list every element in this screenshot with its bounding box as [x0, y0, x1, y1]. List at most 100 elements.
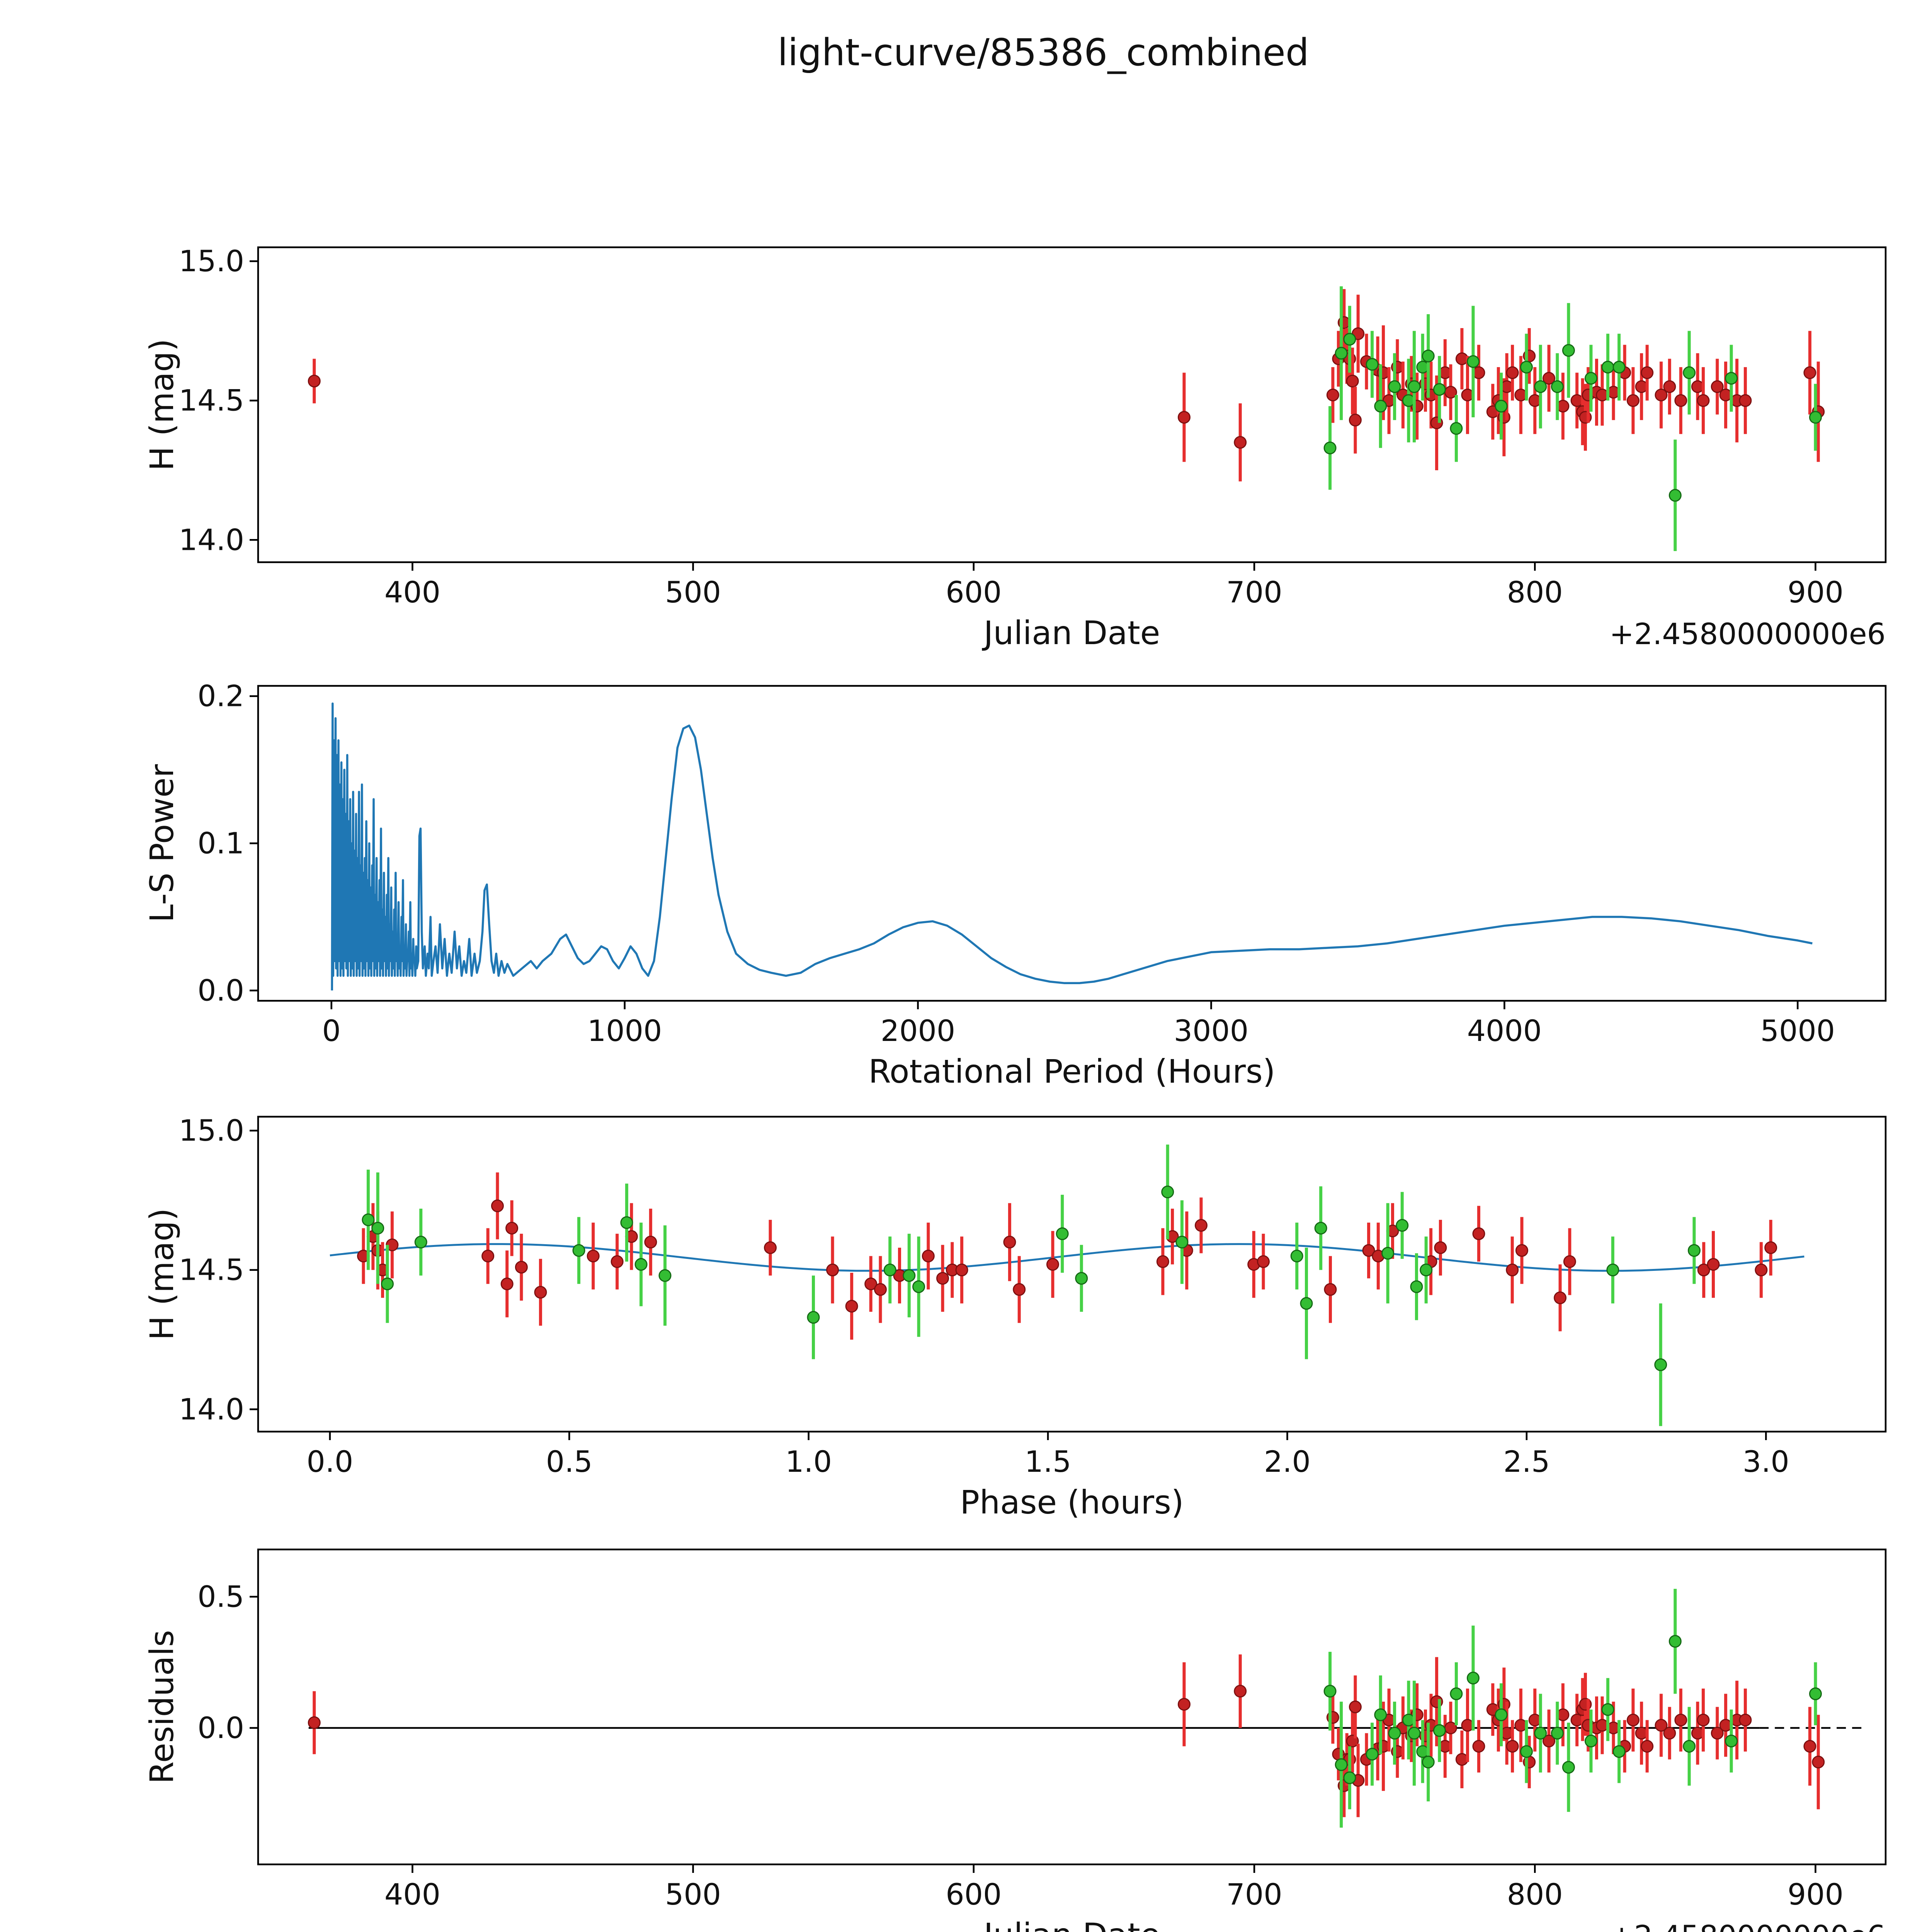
- x-axis-label: Julian Date: [982, 1916, 1160, 1932]
- data-point: [534, 1286, 547, 1299]
- data-point: [1626, 394, 1639, 407]
- data-point: [903, 1269, 916, 1282]
- data-point: [1663, 1726, 1676, 1740]
- data-point: [1515, 1244, 1528, 1257]
- x-axis-label: Rotational Period (Hours): [868, 1053, 1275, 1090]
- y-tick-label: 0.5: [197, 1579, 244, 1614]
- data-point: [1422, 349, 1435, 362]
- x-tick-label: 1000: [587, 1014, 662, 1048]
- y-tick-label: 0.0: [197, 1711, 244, 1745]
- data-point: [1601, 361, 1614, 374]
- data-point: [1381, 1247, 1395, 1260]
- data-point: [1674, 394, 1687, 407]
- data-point: [1175, 1236, 1189, 1249]
- data-point: [1697, 1713, 1710, 1726]
- data-point: [1556, 400, 1570, 413]
- data-point: [1434, 1241, 1447, 1254]
- data-point: [1177, 1698, 1190, 1711]
- figure-title: light-curve/85386_combined: [777, 31, 1309, 74]
- data-point: [1500, 380, 1514, 393]
- data-point: [1506, 1740, 1519, 1753]
- data-point: [1506, 366, 1519, 379]
- data-point: [1554, 1291, 1567, 1304]
- data-point: [1495, 400, 1508, 413]
- data-point: [1601, 1703, 1614, 1716]
- data-point: [883, 1264, 896, 1277]
- data-point: [1402, 1713, 1415, 1726]
- residuals-subplot: 400 500 600 700 800 900 0.0 0.5 Julian Date +2.45…: [143, 1548, 1887, 1932]
- data-point: [1584, 1735, 1597, 1748]
- jd-lightcurve-content: [308, 286, 1825, 551]
- data-point: [1612, 361, 1626, 374]
- data-point: [1606, 1264, 1619, 1277]
- data-point: [1326, 388, 1339, 401]
- data-point: [1343, 1771, 1356, 1784]
- data-point: [1444, 386, 1457, 399]
- data-point: [912, 1280, 925, 1293]
- x-tick-label: 500: [665, 1877, 721, 1912]
- data-point: [1551, 380, 1564, 393]
- data-point: [1056, 1227, 1069, 1240]
- y-axis-label: H (mag): [143, 338, 181, 471]
- y-tick-label: 14.5: [179, 1253, 244, 1287]
- x-tick-label: 0: [322, 1014, 341, 1048]
- residuals-content: [308, 1588, 1866, 1828]
- data-point: [1472, 366, 1485, 379]
- y-axis-label: H (mag): [143, 1208, 181, 1340]
- data-point: [864, 1277, 878, 1291]
- data-point: [1324, 1283, 1337, 1296]
- phase-curve-subplot: 0.0 0.5 1.0 1.5 2.0 2.5 3.0 14.0 14.5 15.0 Phase (…: [143, 1113, 1887, 1521]
- data-point: [1683, 366, 1696, 379]
- data-point: [1410, 1280, 1423, 1293]
- data-point: [1520, 361, 1533, 374]
- data-point: [1177, 411, 1190, 424]
- data-point: [505, 1221, 519, 1235]
- data-point: [1161, 1185, 1174, 1199]
- data-point: [1607, 386, 1620, 399]
- data-point: [1596, 388, 1609, 401]
- jd-lightcurve-series-red: [308, 289, 1825, 481]
- data-point: [1500, 1726, 1514, 1740]
- data-point: [922, 1250, 935, 1263]
- y-tick-label: 14.5: [179, 383, 244, 418]
- data-point: [587, 1250, 600, 1263]
- data-point: [1711, 380, 1724, 393]
- data-point: [955, 1264, 968, 1277]
- data-point: [1755, 1264, 1768, 1277]
- data-point: [1374, 1708, 1387, 1721]
- x-tick-label: 800: [1507, 575, 1563, 609]
- data-point: [308, 1716, 321, 1729]
- data-point: [1433, 1724, 1446, 1737]
- data-point: [1439, 1740, 1452, 1753]
- data-point: [1674, 1713, 1687, 1726]
- data-point: [414, 1236, 427, 1249]
- x-tick-label: 400: [384, 575, 440, 609]
- data-point: [1711, 1726, 1724, 1740]
- data-point: [1719, 1719, 1732, 1732]
- data-point: [1655, 1719, 1668, 1732]
- data-point: [1543, 372, 1556, 385]
- x-tick-label: 0.0: [306, 1444, 353, 1479]
- data-point: [1812, 1755, 1825, 1769]
- data-point: [1520, 1745, 1533, 1758]
- data-point: [1234, 1685, 1247, 1698]
- x-tick-label: 800: [1507, 1877, 1563, 1912]
- x-tick-label: 0.5: [546, 1444, 593, 1479]
- data-point: [381, 1277, 394, 1291]
- data-point: [1514, 1719, 1527, 1732]
- data-point: [1362, 1244, 1375, 1257]
- data-point: [1455, 352, 1468, 365]
- data-point: [826, 1264, 839, 1277]
- data-point: [1635, 380, 1648, 393]
- x-tick-label: 700: [1226, 1877, 1282, 1912]
- data-point: [1551, 1726, 1564, 1740]
- data-point: [1687, 1244, 1701, 1257]
- data-point: [1803, 1740, 1816, 1753]
- data-point: [1323, 1685, 1337, 1698]
- data-point: [1641, 1740, 1654, 1753]
- y-axis-label: L-S Power: [143, 764, 181, 922]
- data-point: [572, 1244, 585, 1257]
- y-axis-label: Residuals: [143, 1630, 181, 1784]
